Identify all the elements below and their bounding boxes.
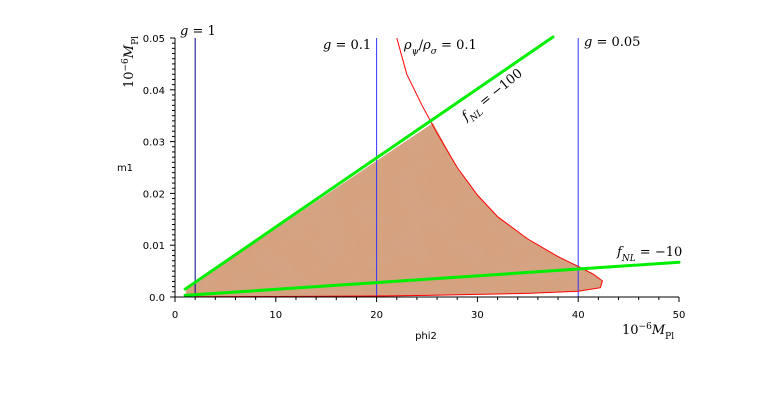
axes-layer: 0 10 20 30 40 50 0.0 0.01 0.02 0.03 0.04 0.05 [143, 34, 686, 321]
allowed-region-layer [185, 123, 603, 297]
y-tick-label: 0.02 [143, 189, 165, 200]
series-fnl-10-line [183, 260, 681, 297]
y-tick-label: 0.0 [149, 293, 165, 304]
y-axis-unit: 10−6MPl [121, 36, 141, 88]
label-g-0.1: g = 0.1 [323, 38, 371, 53]
x-axis-label: phi2 [415, 331, 437, 342]
label-rho-ratio: ρψ/ρσ = 0.1 [403, 38, 477, 57]
x-tick-label: 10 [269, 310, 282, 321]
x-tick-label: 40 [572, 310, 585, 321]
allowed-region [185, 123, 603, 297]
svg-text:10−6MPl: 10−6MPl [121, 36, 141, 88]
y-axis-label: m1 [117, 163, 133, 174]
y-tick-label: 0.04 [143, 86, 165, 97]
y-tick-label: 0.03 [143, 138, 165, 149]
y-tick-label: 0.01 [143, 241, 165, 252]
series--0.1-curve [195, 37, 603, 298]
series-layer [183, 35, 681, 298]
label-g-0.05: g = 0.05 [584, 35, 640, 50]
series-fnl-100-line [183, 35, 555, 291]
label-g-1: g = 1 [180, 24, 216, 39]
x-tick-label: 30 [471, 310, 484, 321]
x-tick-label: 0 [172, 310, 178, 321]
label-fnl-minus-10: fNL = −10 [616, 245, 682, 264]
x-tick-label: 20 [370, 310, 383, 321]
svg-text:fNL = −100: fNL = −100 [458, 66, 528, 128]
svg-text:10−6MPl: 10−6MPl [622, 322, 674, 342]
x-axis-unit: 10−6MPl [622, 322, 674, 342]
y-tick-label: 0.05 [143, 34, 165, 45]
x-tick-label: 50 [673, 310, 686, 321]
label-fnl-minus-100: fNL = −100 [458, 66, 528, 128]
